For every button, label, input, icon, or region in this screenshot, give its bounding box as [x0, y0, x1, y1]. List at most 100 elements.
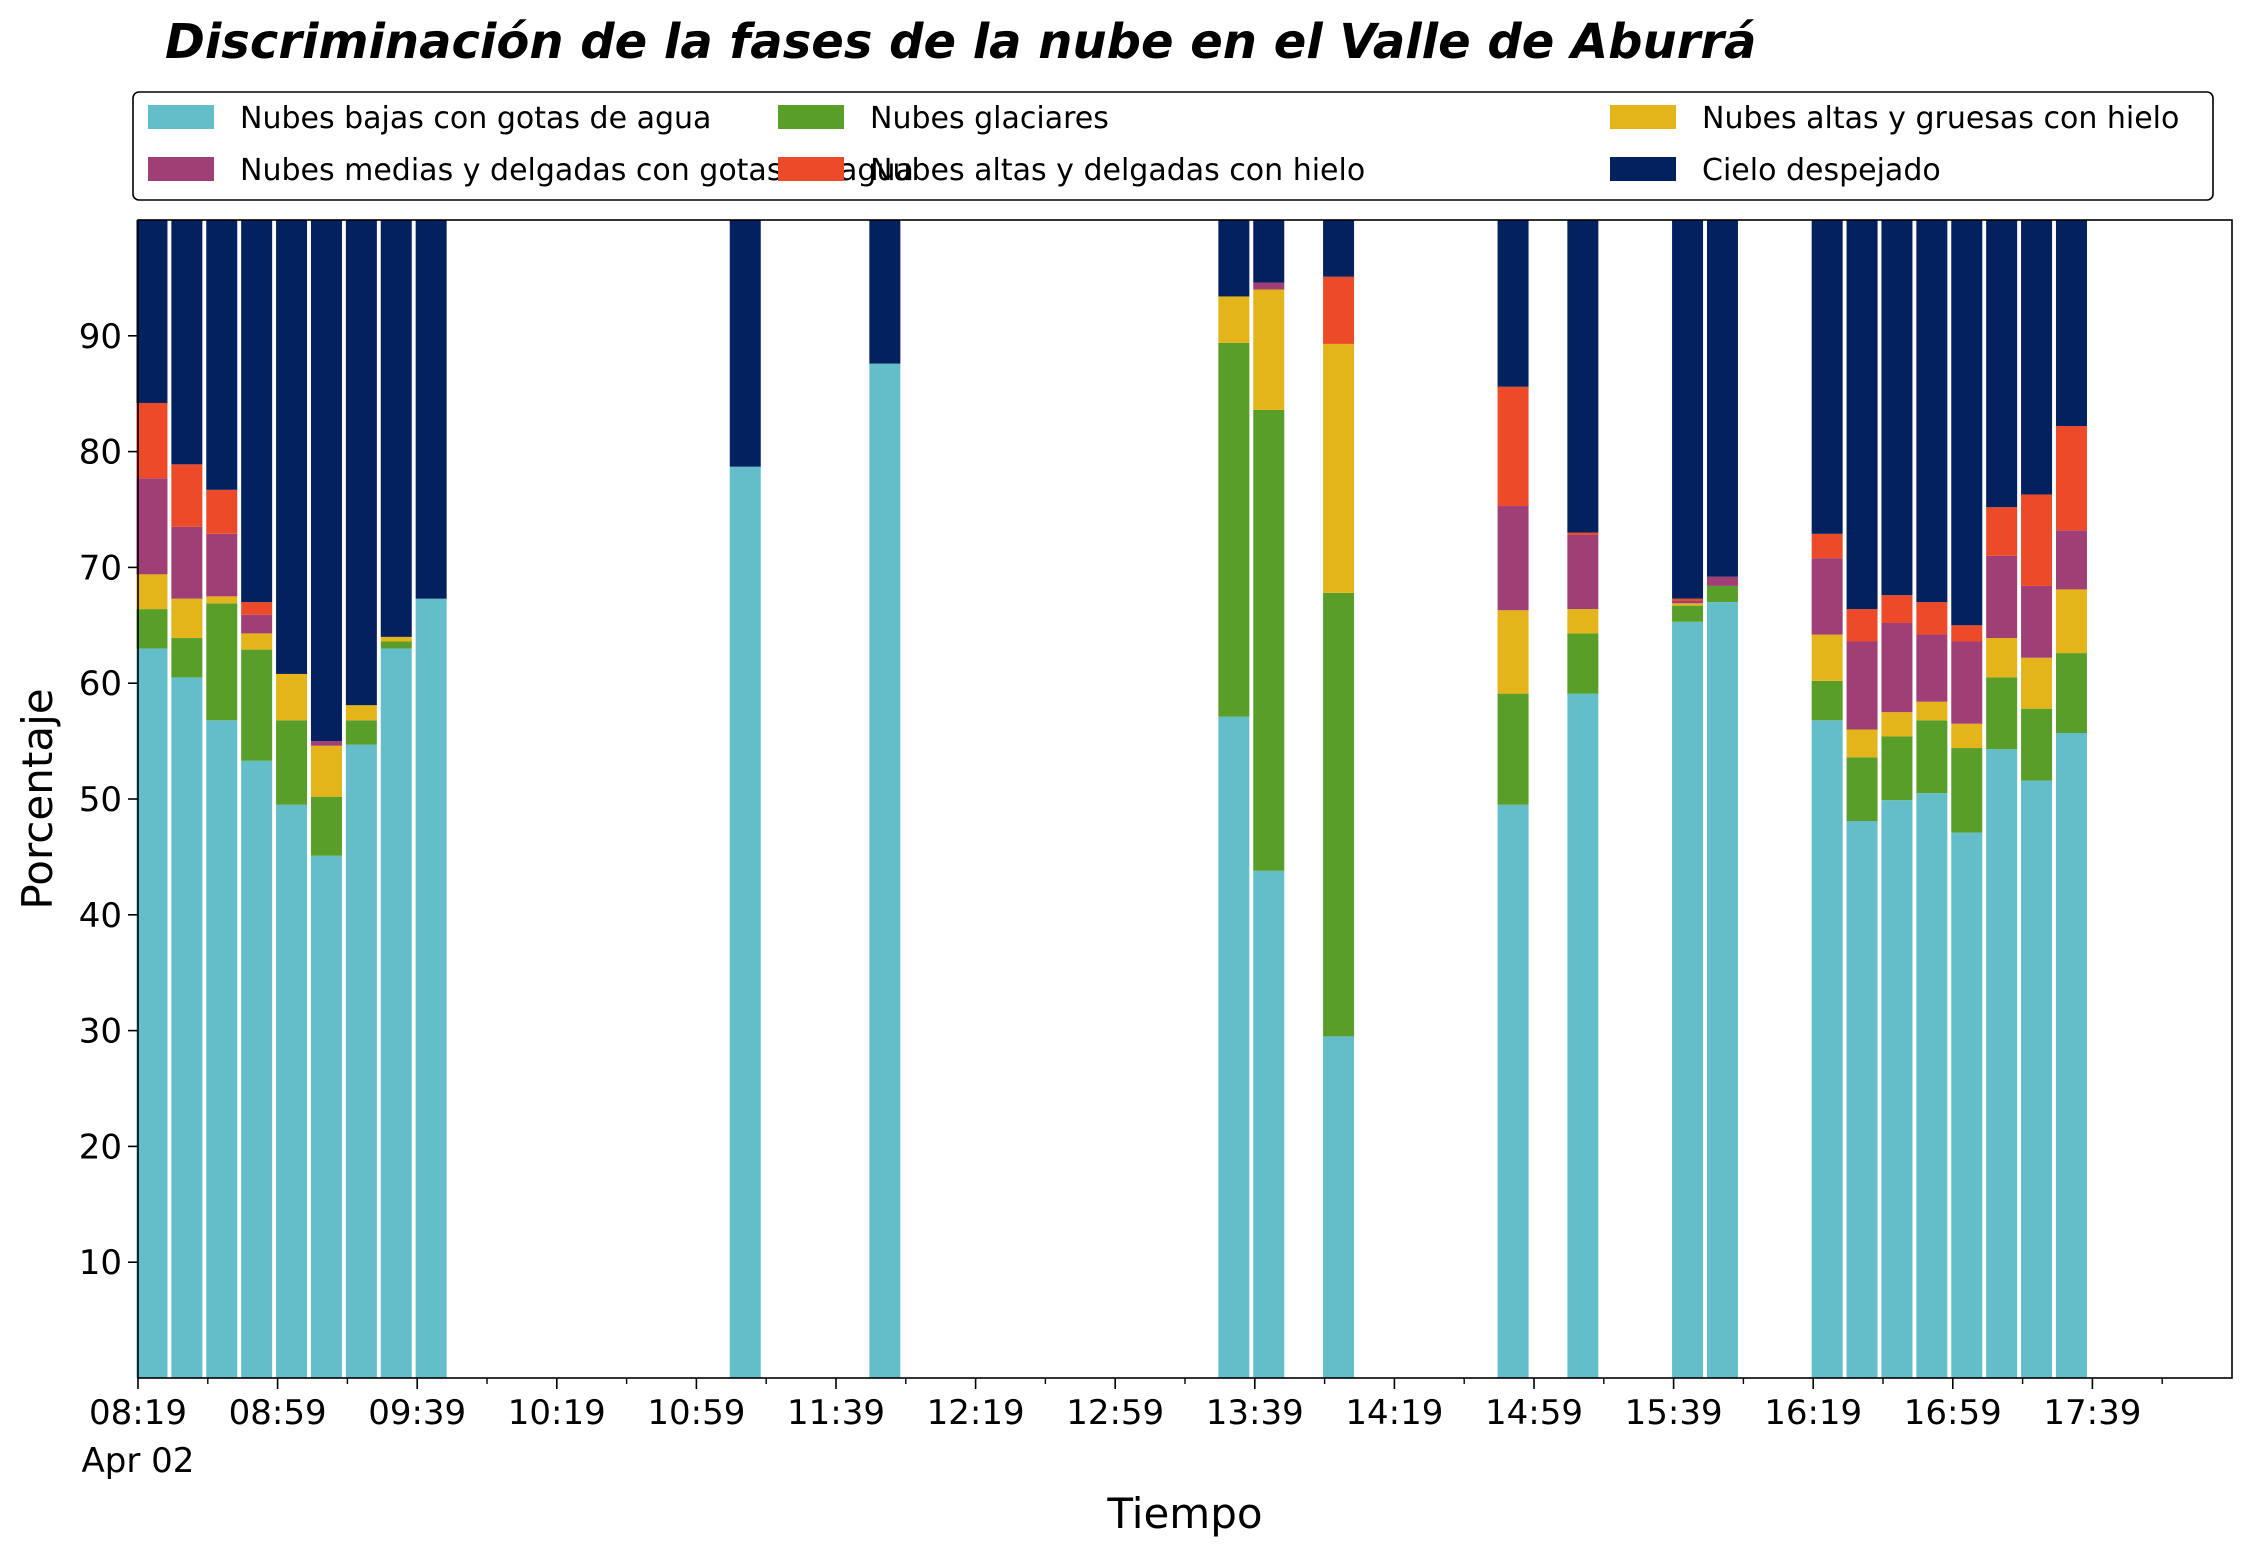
bar-1623-series-1	[1811, 680, 1843, 721]
bar-1453-series-3	[1497, 506, 1529, 611]
bar-0833-series-0	[171, 677, 203, 1378]
bar-1513-series-1	[1567, 633, 1599, 694]
bar-1553-series-5	[1706, 220, 1738, 577]
bar-1333-series-5	[1218, 220, 1250, 297]
bar-1713-series-3	[1986, 555, 2018, 639]
bar-1343-series-2	[1253, 289, 1285, 410]
bar-1513-series-5	[1567, 220, 1599, 533]
bar-1333-series-2	[1218, 296, 1250, 343]
bar-0913-series-3	[310, 741, 342, 746]
legend-label-5: Cielo despejado	[1702, 153, 1941, 188]
y-tick-label-50: 50	[79, 780, 122, 820]
bar-0913-series-0	[310, 855, 342, 1378]
bar-1403-series-5	[1323, 220, 1355, 277]
bar-0913-series-2	[310, 745, 342, 797]
bar-1713-series-0	[1986, 749, 2018, 1378]
bar-0823-series-5	[136, 220, 168, 403]
x-tick-label-1619: 16:19	[1764, 1393, 1862, 1433]
bar-1653-series-1	[1916, 720, 1948, 794]
bar-1713-series-4	[1986, 507, 2018, 556]
x-tick-label-1659: 16:59	[1904, 1393, 2002, 1433]
chart-title: Discriminación de la fases de la nube en…	[165, 14, 1756, 70]
bar-1403-series-0	[1323, 1036, 1355, 1378]
bar-0923-series-0	[345, 744, 377, 1378]
x-tick-label-1059: 10:59	[647, 1393, 745, 1433]
bar-1343-series-0	[1253, 870, 1285, 1378]
bar-1623-series-4	[1811, 533, 1843, 559]
x-tick-date-label: Apr 02	[82, 1441, 195, 1481]
bar-0923-series-2	[345, 705, 377, 721]
legend-swatch-3	[148, 157, 214, 181]
bar-0853-series-5	[241, 220, 273, 603]
y-tick-label-30: 30	[79, 1012, 122, 1052]
bar-1623-series-2	[1811, 634, 1843, 681]
bar-1723-series-1	[2021, 708, 2053, 781]
legend-swatch-2	[1610, 105, 1676, 129]
bar-1153-series-5	[869, 220, 901, 364]
bar-1513-series-4	[1567, 532, 1599, 535]
bar-0823-series-1	[136, 609, 168, 649]
y-tick-label-40: 40	[79, 896, 122, 936]
bar-1733-series-2	[2055, 589, 2087, 654]
bar-0853-series-0	[241, 760, 273, 1378]
bar-1733-series-5	[2055, 220, 2087, 427]
bar-1733-series-4	[2055, 426, 2087, 531]
bar-1343-series-3	[1253, 282, 1285, 290]
bar-0913-series-5	[310, 220, 342, 742]
bar-1703-series-5	[1951, 220, 1983, 626]
bar-0923-series-1	[345, 720, 377, 745]
bar-1703-series-1	[1951, 748, 1983, 833]
bar-1543-series-2	[1672, 603, 1704, 606]
bar-1703-series-4	[1951, 625, 1983, 642]
legend-label-0: Nubes bajas con gotas de agua	[240, 101, 711, 136]
x-tick-label-1419: 14:19	[1345, 1393, 1443, 1433]
bar-0853-series-2	[241, 633, 273, 650]
bar-1633-series-1	[1846, 757, 1878, 821]
bar-0853-series-4	[241, 602, 273, 615]
bar-1733-series-3	[2055, 530, 2087, 590]
bar-0843-series-1	[206, 603, 238, 721]
x-tick-label-1459: 14:59	[1485, 1393, 1583, 1433]
y-tick-label-20: 20	[79, 1127, 122, 1167]
y-tick-label-60: 60	[79, 664, 122, 704]
bar-0843-series-4	[206, 489, 238, 534]
bar-1343-series-1	[1253, 409, 1285, 871]
x-tick-label-1739: 17:39	[2043, 1393, 2141, 1433]
bar-1653-series-0	[1916, 793, 1948, 1378]
bar-0933-series-0	[380, 648, 412, 1378]
bar-0823-series-3	[136, 478, 168, 575]
bar-0913-series-1	[310, 796, 342, 856]
bar-0833-series-2	[171, 598, 203, 639]
bar-0843-series-5	[206, 220, 238, 490]
bar-0833-series-3	[171, 526, 203, 599]
bar-1713-series-5	[1986, 220, 2018, 508]
bar-1733-series-0	[2055, 732, 2087, 1378]
y-tick-label-10: 10	[79, 1243, 122, 1283]
legend-swatch-5	[1610, 157, 1676, 181]
bar-1513-series-0	[1567, 693, 1599, 1378]
bar-1343-series-5	[1253, 220, 1285, 283]
x-tick-label-1339: 13:39	[1206, 1393, 1304, 1433]
y-axis-label: Porcentaje	[13, 688, 62, 909]
bar-0933-series-2	[380, 636, 412, 642]
bar-1623-series-0	[1811, 720, 1843, 1378]
legend-label-1: Nubes glaciares	[870, 101, 1109, 136]
x-tick-label-0819: 08:19	[89, 1393, 187, 1433]
bar-0943-series-0	[415, 598, 447, 1378]
bar-0823-series-2	[136, 574, 168, 610]
bar-1633-series-0	[1846, 821, 1878, 1378]
bar-1113-series-0	[729, 466, 761, 1378]
x-tick-label-1219: 12:19	[927, 1393, 1025, 1433]
legend-box	[132, 91, 2214, 201]
x-tick-label-1019: 10:19	[508, 1393, 606, 1433]
bar-1553-series-1	[1706, 585, 1738, 603]
y-tick-label-70: 70	[79, 548, 122, 588]
bar-1643-series-1	[1881, 736, 1913, 801]
bar-1543-series-4	[1672, 598, 1704, 601]
x-tick-label-0859: 08:59	[229, 1393, 327, 1433]
bar-1333-series-1	[1218, 342, 1250, 717]
bar-0933-series-1	[380, 641, 412, 649]
bar-1733-series-1	[2055, 653, 2087, 733]
bar-0853-series-1	[241, 649, 273, 761]
